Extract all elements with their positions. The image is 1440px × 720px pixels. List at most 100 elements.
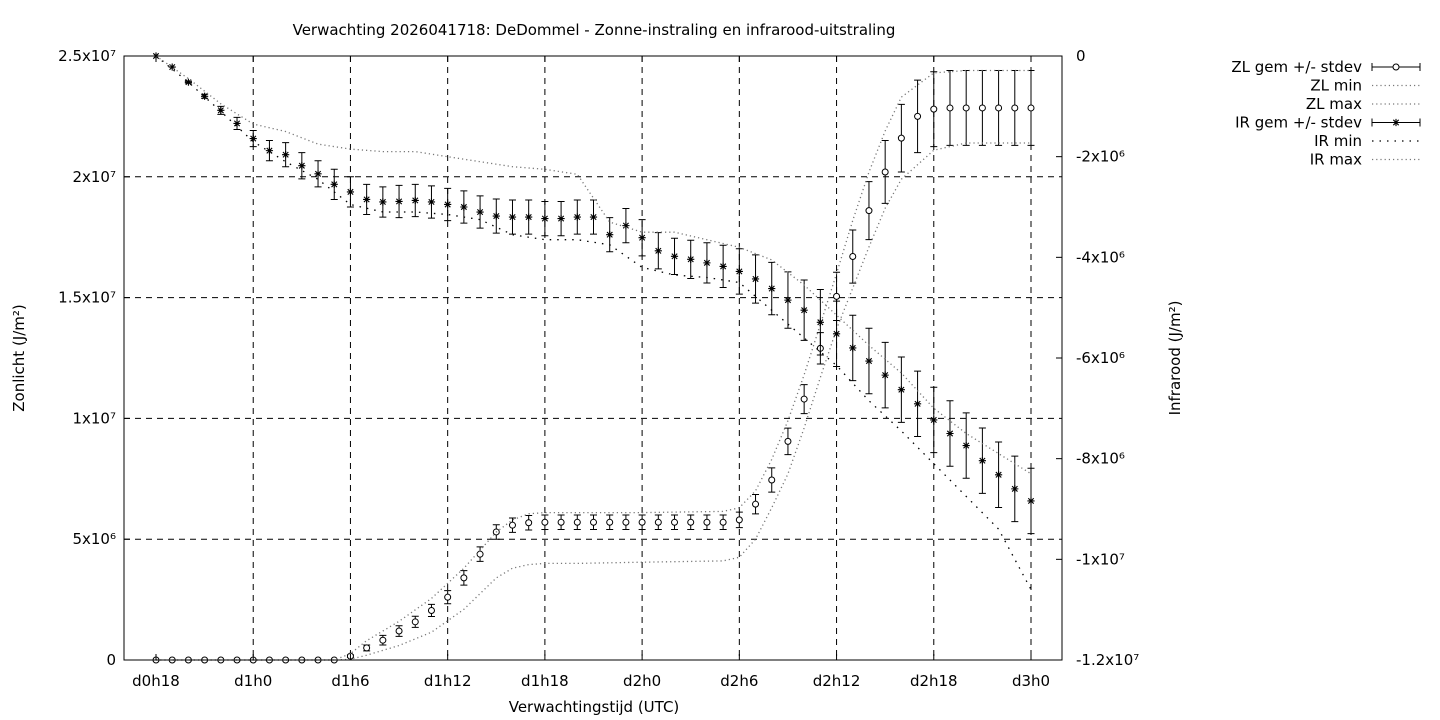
y2-tick-label: -8x10⁶ bbox=[1076, 450, 1125, 468]
y-tick-label: 5x10⁶ bbox=[72, 530, 116, 548]
y2-tick-label: -1x10⁷ bbox=[1076, 550, 1125, 568]
data-point bbox=[719, 518, 727, 526]
data-point bbox=[833, 292, 841, 300]
data-point bbox=[670, 252, 679, 260]
data-point bbox=[978, 457, 986, 465]
data-point bbox=[784, 296, 792, 304]
y-tick-label: 1.5x10⁷ bbox=[58, 289, 116, 307]
data-point bbox=[346, 188, 355, 196]
x-tick-label: d3h0 bbox=[1012, 672, 1050, 690]
data-point bbox=[557, 518, 565, 526]
data-point bbox=[1011, 104, 1019, 112]
data-point bbox=[849, 253, 857, 261]
data-point bbox=[914, 112, 922, 120]
data-point bbox=[476, 550, 484, 558]
data-point bbox=[379, 198, 387, 206]
x-tick-label: d2h0 bbox=[623, 672, 661, 690]
data-point bbox=[444, 593, 452, 601]
y2-tick-label: -2x10⁶ bbox=[1076, 148, 1125, 166]
y-tick-label: 2x10⁷ bbox=[72, 168, 116, 186]
data-point bbox=[768, 284, 776, 293]
chart-title: Verwachting 2026041718: DeDommel - Zonne… bbox=[293, 21, 896, 39]
data-point bbox=[201, 92, 209, 100]
x-tick-label: d0h18 bbox=[132, 672, 180, 690]
data-point bbox=[913, 400, 922, 408]
x-tick-label: d2h12 bbox=[813, 672, 861, 690]
data-point bbox=[735, 516, 743, 524]
y-tick-label: 0 bbox=[106, 651, 116, 669]
y2-axis-label: Infrarood (J/m²) bbox=[1166, 301, 1184, 416]
data-point bbox=[897, 134, 905, 142]
x-tick-label: d1h12 bbox=[424, 672, 472, 690]
data-point bbox=[411, 196, 419, 205]
legend-label: IR min bbox=[1314, 132, 1362, 150]
data-point bbox=[492, 212, 500, 220]
data-point bbox=[298, 162, 306, 170]
data-point bbox=[249, 134, 257, 143]
data-point bbox=[849, 344, 857, 352]
y-tick-label: 2.5x10⁷ bbox=[58, 47, 116, 65]
x-tick-label: d2h6 bbox=[720, 672, 758, 690]
data-point bbox=[590, 518, 597, 526]
data-point bbox=[508, 521, 516, 529]
data-point bbox=[622, 222, 630, 230]
legend-label: IR max bbox=[1310, 151, 1362, 169]
data-point bbox=[557, 214, 565, 223]
data-point bbox=[962, 104, 970, 112]
data-point bbox=[784, 437, 792, 445]
data-point bbox=[573, 518, 581, 526]
data-point bbox=[865, 207, 873, 215]
data-point bbox=[217, 106, 225, 114]
legend-marker bbox=[1392, 118, 1400, 127]
data-point bbox=[314, 170, 322, 178]
legend-label: IR gem +/- stdev bbox=[1235, 114, 1362, 132]
data-point bbox=[460, 574, 468, 582]
x-tick-label: d2h18 bbox=[910, 672, 958, 690]
series-5 bbox=[155, 55, 1032, 475]
data-point bbox=[282, 151, 290, 159]
legend-label: ZL max bbox=[1306, 95, 1362, 113]
data-point bbox=[638, 234, 646, 242]
data-point bbox=[800, 306, 808, 314]
data-point bbox=[768, 476, 776, 484]
x-axis-label: Verwachtingstijd (UTC) bbox=[509, 698, 680, 716]
data-point bbox=[363, 644, 371, 652]
legend-label: ZL min bbox=[1310, 77, 1362, 95]
x-tick-label: d1h0 bbox=[234, 672, 272, 690]
data-point bbox=[816, 318, 824, 326]
series-line bbox=[156, 69, 1031, 661]
data-point bbox=[865, 357, 873, 365]
data-point bbox=[638, 518, 646, 526]
y2-tick-label: -6x10⁶ bbox=[1076, 349, 1125, 367]
data-point bbox=[525, 213, 533, 221]
data-point bbox=[622, 518, 630, 526]
data-point bbox=[444, 200, 452, 209]
axis-ticks: d0h18 d1h0 d1h6 d1h12 d1h18 d2h0 d2h6 d2h12 d2h1… bbox=[58, 47, 1139, 690]
data-point bbox=[1027, 104, 1035, 112]
data-point bbox=[395, 627, 403, 635]
y-tick-label: 1x10⁷ bbox=[72, 409, 116, 427]
data-point bbox=[995, 104, 1003, 112]
data-point bbox=[525, 519, 533, 527]
series-line bbox=[155, 55, 1032, 475]
x-tick-label: d1h6 bbox=[331, 672, 369, 690]
data-point bbox=[1027, 497, 1035, 505]
data-point bbox=[751, 275, 760, 283]
data-point bbox=[508, 213, 517, 221]
data-point bbox=[978, 104, 986, 112]
data-point bbox=[460, 203, 468, 211]
plot-series bbox=[152, 52, 1035, 664]
plot-frame bbox=[123, 55, 1063, 661]
data-point bbox=[800, 395, 808, 403]
x-tick-label: d1h18 bbox=[521, 672, 569, 690]
data-point bbox=[946, 429, 954, 438]
series-2 bbox=[156, 69, 1031, 661]
data-point bbox=[994, 471, 1003, 479]
data-point bbox=[330, 180, 338, 188]
data-point bbox=[752, 500, 760, 508]
y2-tick-label: -4x10⁶ bbox=[1076, 248, 1125, 266]
data-point bbox=[427, 606, 435, 614]
data-point bbox=[897, 386, 905, 394]
